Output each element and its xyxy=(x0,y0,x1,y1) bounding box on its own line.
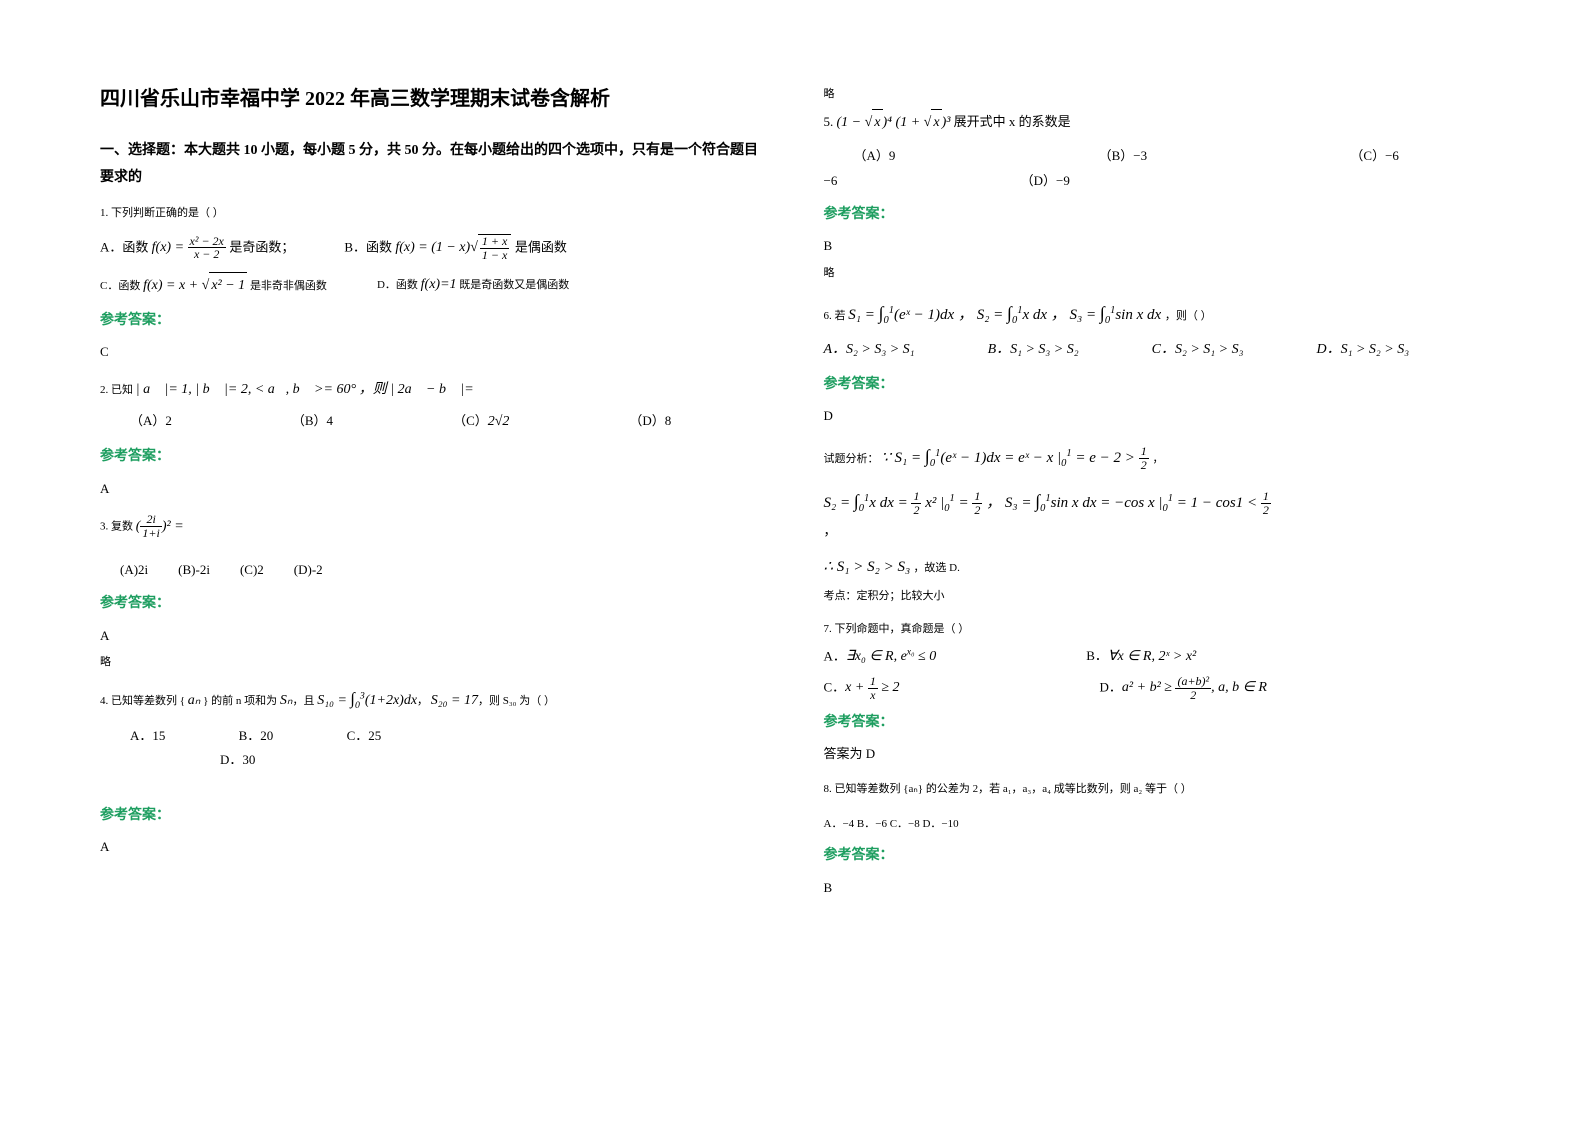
q2-optC: （C）2√2 xyxy=(453,409,509,436)
q6-optD: D．S₁ > S₂ > S₃ xyxy=(1316,337,1409,364)
page-title: 四川省乐山市幸福中学 2022 年高三数学理期末试卷含解析 xyxy=(100,80,764,118)
q2-answer: A xyxy=(100,477,764,502)
q2-options: （A）2 （B）4 （C）2√2 （D）8 xyxy=(130,409,764,436)
q6-analysis: 试题分析： ∵ S₁ = 01(eˣ − 1)dx = eˣ − x |01 =… xyxy=(824,439,1488,474)
q1-optC-formula: f(x) = x + x² − 1 xyxy=(143,278,247,293)
q1-optA-post: 是奇函数； xyxy=(229,239,294,254)
q4-options: A．15 B．20 C．25 xyxy=(130,724,764,749)
q7-row1: A．∃x₀ ∈ R, ex₀ ≤ 0 B．∀x ∈ R, 2ˣ > x² xyxy=(824,644,1488,671)
q5-note: 略 xyxy=(824,263,1488,284)
q4-optC: C．25 xyxy=(347,724,382,749)
q7-row2: C．x + 1x ≥ 2 D．a² + b² ≥ (a+b)²2, a, b ∈… xyxy=(824,675,1488,702)
q1-row1: A．函数 f(x) = x² − 2xx − 2 是奇函数； B．函数 f(x)… xyxy=(100,234,764,262)
q1-row2: C．函数 f(x) = x + x² − 1 是非奇非偶函数 D．函数 f(x)… xyxy=(100,272,764,300)
q3-stem: 3. 复数 (2i1+i)² = xyxy=(100,513,764,540)
q4-stem: 4. 已知等差数列 { aₙ } 的前 n 项和为 Sₙ，且 S₁₀ = 03(… xyxy=(100,683,764,715)
q5-optB: （B）−3 xyxy=(1099,148,1148,163)
answer-label-6: 参考答案： xyxy=(824,372,1488,399)
q1-optD-pre: D．函数 xyxy=(377,279,418,291)
q1-optB-pre: B．函数 xyxy=(344,239,392,254)
q2-optA: （A）2 xyxy=(130,409,172,436)
q6-topic: 考点：定积分；比较大小 xyxy=(824,586,1488,607)
q8-options: A．−4 B．−6 C．−8 D．−10 xyxy=(824,814,1488,835)
q1-answer: C xyxy=(100,340,764,365)
q1-optC-post: 是非奇非偶函数 xyxy=(250,280,327,292)
q1-optB-post: 是偶函数 xyxy=(515,239,567,254)
q1-optD-formula: f(x)=1 xyxy=(421,277,457,292)
answer-label-3: 参考答案： xyxy=(100,591,764,618)
q6-options: A．S₂ > S₃ > S₁ B．S₁ > S₃ > S₂ C．S₂ > S₁ … xyxy=(824,337,1488,364)
q8-answer: B xyxy=(824,876,1488,901)
q1-optD-post: 既是奇函数又是偶函数 xyxy=(459,279,569,291)
q1-stem: 1. 下列判断正确的是（ ） xyxy=(100,203,764,224)
q3-options: (A)2i (B)-2i (C)2 (D)-2 xyxy=(120,558,764,583)
q5-stem: 5. (1 − x)⁴ (1 + x)³ 展开式中 x 的系数是 xyxy=(824,109,1488,137)
q1-optB-formula: f(x) = (1 − x)1 + x1 − x xyxy=(395,240,515,255)
q2-optD: （D）8 xyxy=(629,409,671,436)
q3-optB: (B)-2i xyxy=(178,558,210,583)
answer-label-5: 参考答案： xyxy=(824,202,1488,229)
q1-optA-pre: A．函数 xyxy=(100,239,148,254)
answer-label: 参考答案： xyxy=(100,308,764,335)
q5-row2: −6 （D）−9 xyxy=(824,169,1488,194)
q3-note: 略 xyxy=(100,652,764,673)
q5-row1: （A）9 （B）−3 （C）−6 xyxy=(854,144,1488,169)
q4-optD: D．30 xyxy=(220,748,764,773)
q2-optB: （B）4 xyxy=(292,409,333,436)
q3-optD: (D)-2 xyxy=(294,558,323,583)
q6-optA: A．S₂ > S₃ > S₁ xyxy=(824,337,915,364)
q3-optA: (A)2i xyxy=(120,558,148,583)
section-head: 一、选择题：本大题共 10 小题，每小题 5 分，共 50 分。在每小题给出的四… xyxy=(100,138,764,191)
q4-optA: A．15 xyxy=(130,724,165,749)
q6-stem: 6. 若 S₁ = 01(eˣ − 1)dx ， S₂ = 01x dx ， S… xyxy=(824,296,1488,331)
answer-label-2: 参考答案： xyxy=(100,444,764,471)
q6-final: ∴ S₁ > S₂ > S₃ ，故选 D. xyxy=(824,553,1488,582)
q3-answer: A xyxy=(100,624,764,649)
q6-optB: B．S₁ > S₃ > S₂ xyxy=(988,337,1079,364)
q5-optC: （C）−6 xyxy=(1350,148,1399,163)
note-top: 略 xyxy=(824,84,1488,105)
q2-stem: 2. 已知 | a⃗ |= 1, | b⃗ |= 2, < a⃗, b⃗ >= … xyxy=(100,377,764,404)
q3-optC: (C)2 xyxy=(240,558,264,583)
answer-label-4: 参考答案： xyxy=(100,803,764,830)
q1-optC-pre: C．函数 xyxy=(100,280,140,292)
q4-optB: B．20 xyxy=(239,724,274,749)
q7-stem: 7. 下列命题中，真命题是（ ） xyxy=(824,619,1488,640)
q5-optA: （A）9 xyxy=(854,148,896,163)
q1-optA-formula: f(x) = x² − 2xx − 2 xyxy=(152,240,230,255)
answer-label-8: 参考答案： xyxy=(824,843,1488,870)
answer-label-7: 参考答案： xyxy=(824,710,1488,737)
q4-answer: A xyxy=(100,835,764,860)
q8-stem: 8. 已知等差数列 {aₙ} 的公差为 2，若 a₁，a₃，a₄ 成等比数列，则… xyxy=(824,779,1488,800)
q6-optC: C．S₂ > S₁ > S₃ xyxy=(1152,337,1244,364)
q5-optD: （D）−9 xyxy=(1021,173,1070,188)
q6-line2: S₂ = 01x dx = 12 x² |01 = 12 ， S₃ = 01si… xyxy=(824,484,1488,519)
q6-answer: D xyxy=(824,404,1488,429)
q5-answer: B xyxy=(824,234,1488,259)
q7-answer: 答案为 D xyxy=(824,742,1488,767)
